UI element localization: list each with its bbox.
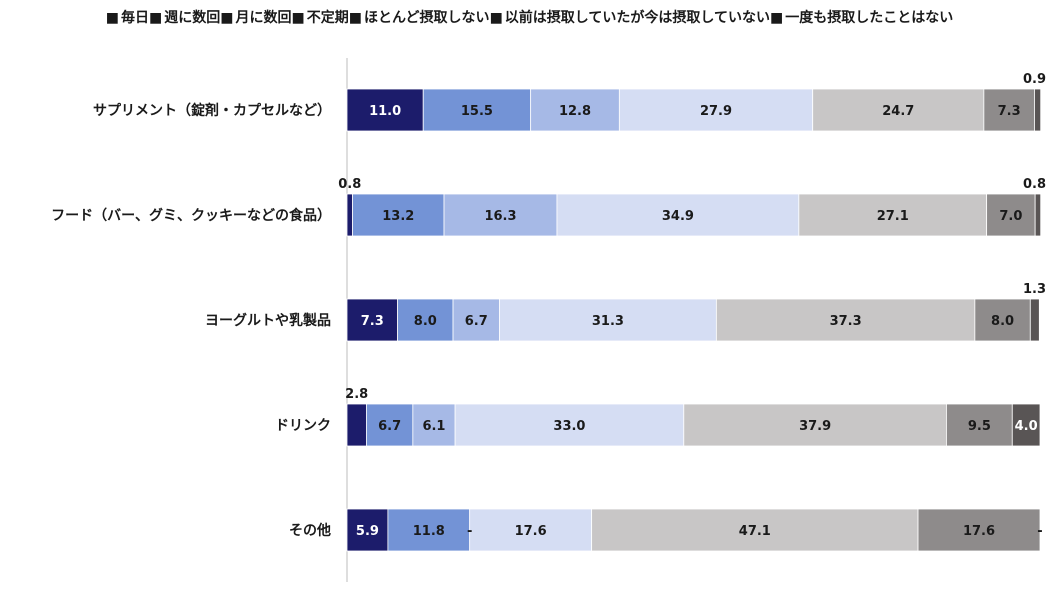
category-labels: サプリメント（錠剤・カプセルなど） フード（バー、グミ、クッキーなどの食品） ヨーグ…	[51, 102, 331, 539]
legend-item: ■ 不定期	[292, 9, 349, 26]
bar-segment	[556, 193, 800, 237]
bar-segment	[683, 403, 947, 447]
value-label: 34.9	[662, 209, 694, 224]
legend-label: 以前は摂取していたが今は摂取していない	[505, 9, 770, 26]
bar-segment	[1034, 193, 1042, 237]
bar-segment	[346, 403, 367, 447]
value-label: 4.0	[1015, 419, 1038, 434]
legend-item: ■ 一度も摂取したことはない	[770, 9, 953, 26]
value-label: 0.8	[1023, 177, 1046, 192]
value-label: 31.3	[592, 314, 624, 329]
bar-segment	[983, 88, 1035, 132]
bar-segment	[530, 88, 620, 132]
bar-segment	[499, 298, 717, 342]
legend-marker: ■	[292, 10, 305, 26]
legend-marker: ■	[149, 10, 162, 26]
legend-label: 不定期	[307, 9, 349, 26]
legend-item: ■ 週に数回	[149, 9, 220, 26]
bar-segments	[346, 88, 1042, 552]
bar-segment	[346, 193, 353, 237]
bar-segment	[397, 298, 454, 342]
legend-label: 月に数回	[235, 9, 292, 26]
value-label: 2.8	[345, 387, 368, 402]
bar-segment	[387, 508, 471, 552]
value-label: 6.7	[378, 419, 401, 434]
bar-segment	[1029, 298, 1040, 342]
value-label: 37.3	[830, 314, 862, 329]
legend-marker: ■	[490, 10, 503, 26]
legend-marker: ■	[349, 10, 362, 26]
bar-segment	[412, 403, 456, 447]
bar-segment	[986, 193, 1036, 237]
legend-label: 毎日	[121, 9, 149, 26]
value-label: 17.6	[963, 524, 995, 539]
value-label: 13.2	[382, 209, 414, 224]
bar-segment	[346, 508, 389, 552]
value-label: 7.3	[361, 314, 384, 329]
category-label: ドリンク	[275, 418, 331, 434]
legend-item: ■ 月に数回	[220, 9, 291, 26]
bar-segment	[422, 88, 532, 132]
bar-segment	[798, 193, 988, 237]
bar-segment	[917, 508, 1041, 552]
value-label: 9.5	[968, 419, 991, 434]
value-label: 5.9	[356, 524, 379, 539]
value-label: 11.8	[413, 524, 445, 539]
legend-label: 一度も摂取したことはない	[785, 9, 953, 26]
value-label: 1.3	[1023, 282, 1046, 297]
value-label: 37.9	[799, 419, 831, 434]
bar-segment	[454, 403, 685, 447]
legend-item: ■ ほとんど摂取しない	[349, 9, 490, 26]
value-label: 7.0	[999, 209, 1022, 224]
value-label: 24.7	[882, 104, 914, 119]
value-label: 16.3	[484, 209, 516, 224]
value-label: 8.0	[414, 314, 437, 329]
value-label: 8.0	[991, 314, 1014, 329]
bar-segment	[452, 298, 500, 342]
value-label: 6.1	[422, 419, 445, 434]
chart-legend: ■ 毎日 ■ 週に数回 ■ 月に数回 ■ 不定期 ■ ほとんど摂取しない ■ 以前は摂取していたが今は…	[106, 9, 953, 26]
value-label: 17.6	[515, 524, 547, 539]
legend-marker: ■	[770, 10, 783, 26]
legend-label: 週に数回	[164, 9, 220, 26]
bar-segment	[1034, 88, 1042, 132]
legend-item: ■ 毎日	[106, 9, 149, 26]
category-label: フード（バー、グミ、クッキーなどの食品）	[51, 207, 331, 224]
value-label: 47.1	[739, 524, 771, 539]
value-label: 0.8	[338, 177, 361, 192]
value-label: 27.9	[700, 104, 732, 119]
bar-segment	[715, 298, 976, 342]
bar-segment	[1011, 403, 1041, 447]
value-label: -	[467, 524, 472, 539]
bar-segment	[443, 193, 558, 237]
category-label: ヨーグルトや乳製品	[205, 312, 331, 329]
bar-segment	[974, 298, 1031, 342]
bar-segment	[469, 508, 593, 552]
value-label: 6.7	[465, 314, 488, 329]
value-label: 0.9	[1023, 72, 1046, 87]
legend-item: ■ 以前は摂取していたが今は摂取していない	[490, 9, 770, 26]
legend-marker: ■	[106, 10, 119, 26]
value-label: 12.8	[559, 104, 591, 119]
value-label: 15.5	[461, 104, 493, 119]
legend-label: ほとんど摂取しない	[364, 9, 490, 26]
bar-segment	[366, 403, 414, 447]
legend-marker: ■	[220, 10, 233, 26]
bar-segment	[591, 508, 919, 552]
value-label: 7.3	[998, 104, 1021, 119]
category-label: サプリメント（錠剤・カプセルなど）	[93, 102, 331, 119]
value-label: -	[1037, 524, 1042, 539]
value-label: 11.0	[369, 104, 401, 119]
value-label: 33.0	[553, 419, 585, 434]
category-label: その他	[289, 522, 331, 539]
value-label: 27.1	[877, 209, 909, 224]
value-labels: 11.0 15.5 12.8 27.9 24.7 7.3 0.9 0.8 13.2 16.3 34.…	[338, 72, 1046, 539]
